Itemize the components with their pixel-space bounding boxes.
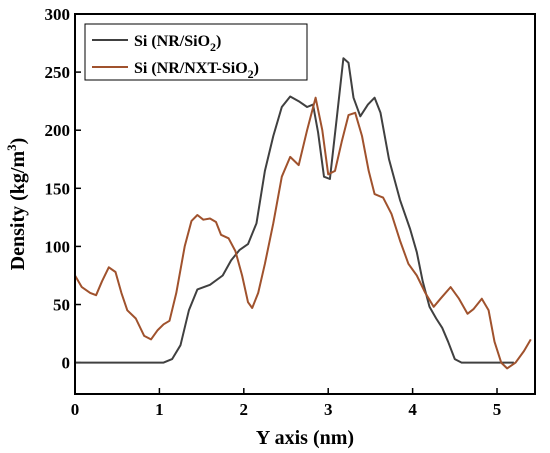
x-tick-label: 0 xyxy=(71,400,80,419)
series-lines xyxy=(74,57,532,370)
y-tick-label: 50 xyxy=(53,296,70,315)
legend-label-series-2: Si (NR/NXT-SiO2) xyxy=(134,60,259,81)
series-line-1 xyxy=(75,57,514,364)
y-tick-label: 250 xyxy=(45,63,71,82)
plot-frame xyxy=(74,13,536,395)
legend: Si (NR/SiO2) Si (NR/NXT-SiO2) xyxy=(84,23,308,81)
y-tick-label: 100 xyxy=(45,237,71,256)
x-axis-title: Y axis (nm) xyxy=(256,427,354,449)
series-line-2 xyxy=(74,96,532,370)
x-tick-label: 2 xyxy=(240,400,249,419)
legend-box xyxy=(84,23,308,81)
y-axis-title: Density (kg/m3) xyxy=(4,138,29,271)
y-tick-label: 150 xyxy=(45,179,71,198)
y-tick-label: 200 xyxy=(45,121,71,140)
x-tick-label: 5 xyxy=(493,400,502,419)
y-tick-label: 300 xyxy=(45,5,71,24)
x-tick-label: 4 xyxy=(408,400,417,419)
x-tick-label: 1 xyxy=(155,400,164,419)
x-tick-label: 3 xyxy=(324,400,333,419)
y-tick-label: 0 xyxy=(62,354,71,373)
legend-label-series-1: Si (NR/SiO2) xyxy=(134,33,221,54)
